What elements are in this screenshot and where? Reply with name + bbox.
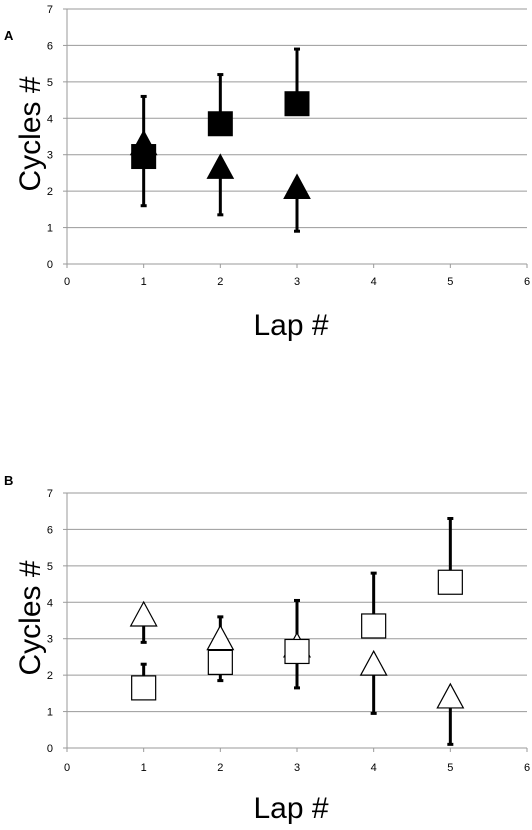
y-tick-label: 3	[47, 150, 53, 162]
x-axis-title: Lap #	[253, 792, 328, 825]
y-tick-label: 2	[47, 186, 53, 198]
x-axis-title: Lap #	[253, 309, 328, 342]
open-triangle-marker	[206, 624, 235, 651]
y-tick-label: 3	[47, 634, 53, 646]
chart-panel-b: B 0 1 2 3 4 5 6 7 0 1 2 3 4 5 6 Lap # Cycles #	[4, 473, 530, 825]
filled-triangle-marker	[206, 153, 235, 179]
open-square-marker	[437, 569, 463, 595]
filled-square-marker	[207, 111, 233, 137]
y-tick-label: 5	[47, 561, 53, 573]
y-tick-label: 7	[47, 4, 53, 16]
x-tick-label: 6	[524, 276, 530, 288]
open-square-marker	[131, 675, 157, 701]
y-axis-title: Cycles #	[14, 76, 47, 191]
y-tick-label: 6	[47, 524, 53, 536]
y-tick-label: 5	[47, 77, 53, 89]
x-tick-label: 2	[217, 276, 223, 288]
open-square-marker	[207, 649, 233, 675]
x-tick-label: 6	[524, 762, 530, 774]
y-axis-title: Cycles #	[14, 560, 47, 675]
open-triangle-marker	[436, 682, 465, 709]
y-tick-label: 0	[47, 259, 53, 271]
x-tick-label: 4	[371, 276, 377, 288]
x-tick-label: 5	[447, 762, 453, 774]
filled-square-marker	[284, 91, 310, 117]
y-tick-label: 7	[47, 488, 53, 500]
x-tick-label: 3	[294, 276, 300, 288]
y-tick-label: 6	[47, 40, 53, 52]
panel-letter: A	[4, 28, 14, 43]
x-tick-label: 0	[64, 762, 70, 774]
y-tick-label: 1	[47, 223, 53, 235]
y-tick-label: 1	[47, 707, 53, 719]
y-tick-label: 2	[47, 670, 53, 682]
open-triangle-marker	[129, 600, 158, 627]
open-square-marker	[284, 638, 310, 665]
y-tick-label: 4	[47, 113, 53, 125]
x-tick-label: 4	[371, 762, 377, 774]
open-square-marker	[361, 613, 387, 639]
x-tick-label: 1	[141, 276, 147, 288]
chart-panel-a: A 0 1 2 3 4 5 6 7 0 1 2 3 4 5 6 Lap # Cycles #	[4, 4, 530, 342]
filled-triangle-marker	[283, 173, 311, 199]
x-tick-label: 0	[64, 276, 70, 288]
open-triangle-marker	[359, 649, 388, 676]
x-tick-label: 5	[447, 276, 453, 288]
x-tick-label: 3	[294, 762, 300, 774]
y-tick-label: 0	[47, 743, 53, 755]
panel-letter: B	[4, 473, 13, 488]
x-tick-label: 1	[141, 762, 147, 774]
x-tick-label: 2	[217, 762, 223, 774]
filled-square-marker	[131, 144, 157, 170]
y-tick-label: 4	[47, 597, 53, 609]
